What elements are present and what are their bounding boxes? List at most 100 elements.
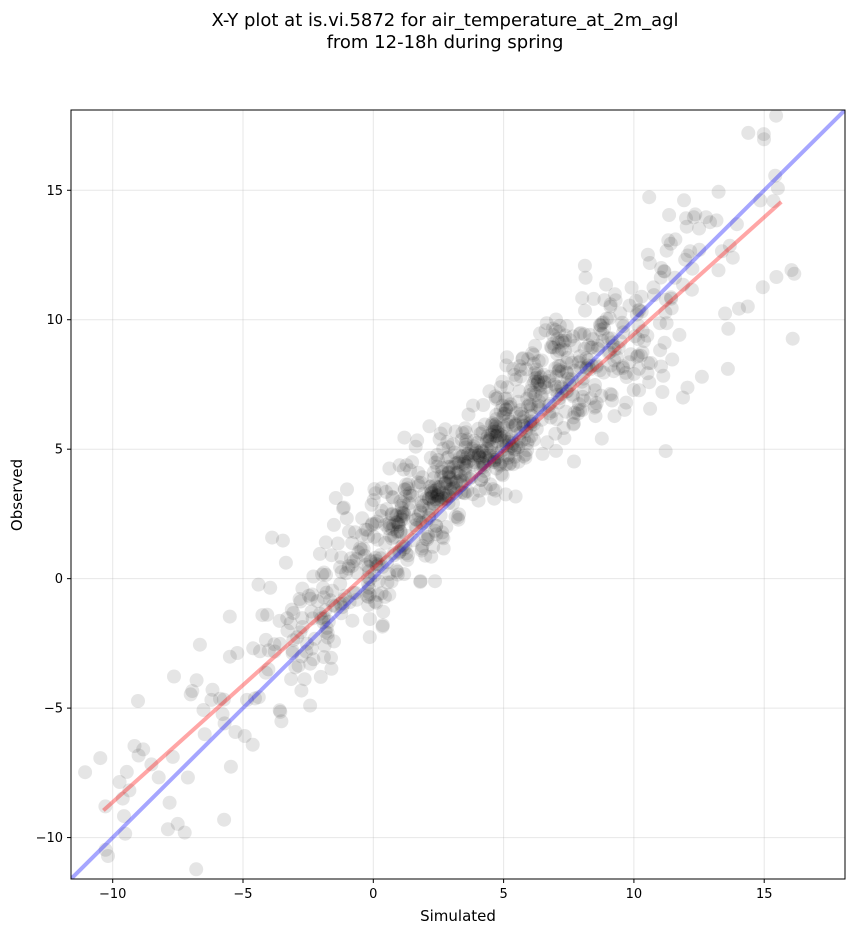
scatter-point xyxy=(441,459,456,474)
scatter-point xyxy=(518,450,533,465)
scatter-point xyxy=(692,221,707,236)
scatter-point xyxy=(237,729,252,743)
scatter-point xyxy=(396,495,411,510)
scatter-point xyxy=(484,440,499,455)
scatter-point xyxy=(452,456,467,471)
scatter-point xyxy=(336,592,351,607)
scatter-point xyxy=(488,452,503,467)
scatter-point xyxy=(180,770,195,785)
scatter-point xyxy=(554,364,569,379)
scatter-point xyxy=(552,318,567,333)
scatter-point xyxy=(770,181,785,196)
scatter-point xyxy=(371,557,386,572)
scatter-point xyxy=(431,480,446,495)
scatter-point xyxy=(711,184,726,199)
scatter-point xyxy=(497,433,512,448)
scatter-point xyxy=(585,332,600,347)
scatter-point xyxy=(458,461,473,476)
scatter-point xyxy=(576,371,591,386)
scatter-point xyxy=(457,468,472,483)
scatter-point xyxy=(395,505,410,520)
scatter-point xyxy=(531,374,546,389)
scatter-point xyxy=(631,303,646,318)
scatter-point xyxy=(573,326,588,340)
scatter-point xyxy=(652,316,667,331)
scatter-point xyxy=(127,739,142,753)
scatter-point xyxy=(593,318,608,333)
scatter-point xyxy=(679,211,693,226)
scatter-point xyxy=(536,367,551,382)
scatter-point xyxy=(136,742,151,757)
scatter-point xyxy=(293,594,308,609)
scatter-point xyxy=(487,450,502,465)
scatter-point xyxy=(578,303,592,318)
scatter-point xyxy=(573,360,588,375)
scatter-point xyxy=(438,422,453,437)
scatter-point xyxy=(451,512,466,527)
scatter-point xyxy=(424,483,438,498)
scatter-point xyxy=(272,703,287,718)
scatter-point xyxy=(385,481,399,496)
scatter-point xyxy=(552,324,566,339)
scatter-point xyxy=(253,644,267,659)
scatter-point xyxy=(785,331,800,346)
scatter-point xyxy=(392,544,407,559)
scatter-point xyxy=(512,384,527,399)
scatter-point xyxy=(388,508,403,523)
scatter-point xyxy=(482,448,497,463)
scatter-point xyxy=(585,340,600,355)
axis-ticks: −10 −5 0 5 10 15 −10 −5 0 5 10 15 xyxy=(36,184,773,902)
scatter-point xyxy=(189,862,204,877)
scatter-point xyxy=(635,345,650,360)
scatter-point xyxy=(430,488,444,502)
scatter-point xyxy=(345,613,360,628)
scatter-point xyxy=(655,385,670,399)
scatter-point xyxy=(551,395,566,410)
scatter-point xyxy=(545,328,560,342)
scatter-point xyxy=(603,345,617,360)
scatter-point xyxy=(318,603,333,618)
y-tick-label: 5 xyxy=(55,443,63,458)
scatter-point xyxy=(445,437,460,452)
scatter-point xyxy=(361,580,376,595)
scatter-point xyxy=(454,485,469,500)
scatter-point xyxy=(583,340,598,355)
scatter-point xyxy=(509,438,524,452)
scatter-point xyxy=(475,444,490,458)
scatter-point xyxy=(333,576,348,591)
scatter-point xyxy=(446,476,461,491)
scatter-point xyxy=(261,662,276,677)
scatter-point xyxy=(672,327,687,342)
scatter-point xyxy=(561,371,576,386)
x-tick-label: −10 xyxy=(99,887,126,902)
scatter-point xyxy=(453,469,468,484)
scatter-point xyxy=(363,572,378,587)
scatter-point xyxy=(459,432,474,447)
scatter-point xyxy=(513,362,528,377)
scatter-point xyxy=(529,422,544,436)
scatter-point xyxy=(459,458,474,473)
scatter-point xyxy=(664,301,679,316)
scatter-point xyxy=(402,486,417,501)
scatter-point xyxy=(501,432,516,447)
scatter-point xyxy=(304,641,319,656)
scatter-point xyxy=(397,567,412,582)
scatter-point xyxy=(320,630,335,645)
scatter-point xyxy=(213,691,227,706)
scatter-point xyxy=(398,482,412,497)
scatter-point xyxy=(461,454,476,469)
scatter-point xyxy=(351,545,366,560)
scatter-point xyxy=(422,501,437,516)
scatter-point xyxy=(556,421,571,435)
scatter-point xyxy=(265,530,280,545)
scatter-point xyxy=(502,457,517,472)
scatter-point xyxy=(523,383,538,398)
scatter-point xyxy=(740,299,755,314)
scatter-point xyxy=(490,425,505,440)
scatter-point xyxy=(487,455,502,470)
scatter-point xyxy=(477,417,492,432)
scatter-point xyxy=(500,391,515,406)
scatter-point xyxy=(275,533,290,548)
scatter-point xyxy=(631,332,646,347)
scatter-point xyxy=(443,484,458,499)
